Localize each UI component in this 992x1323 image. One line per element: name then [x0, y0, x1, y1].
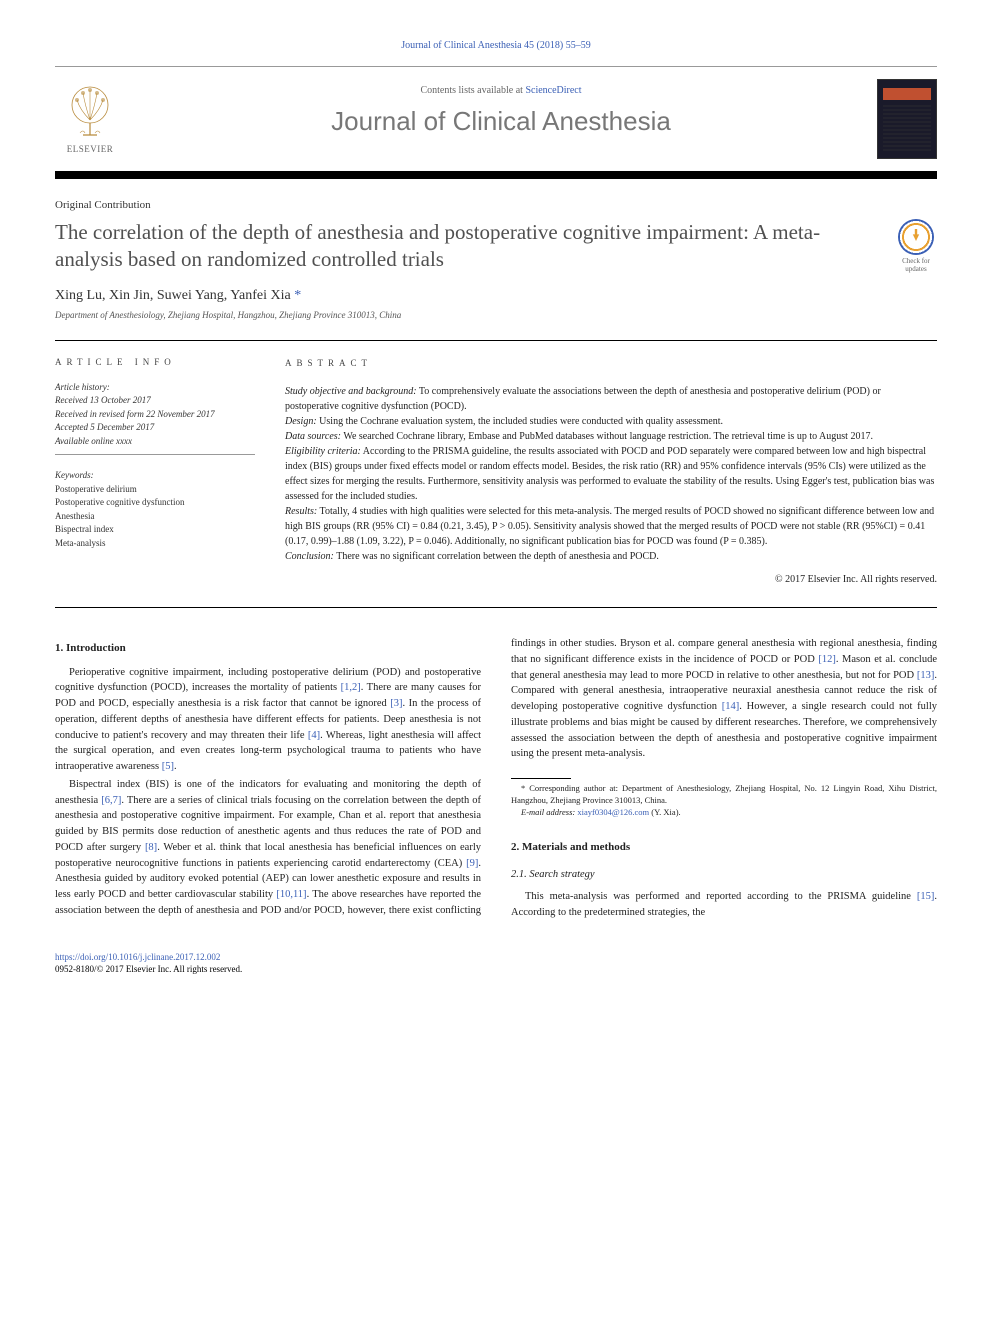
email-suffix: (Y. Xia).: [649, 807, 680, 817]
citation-link[interactable]: [8]: [145, 842, 157, 853]
article-body: 1. Introduction Perioperative cognitive …: [55, 636, 937, 920]
check-updates-badge[interactable]: Check for updates: [895, 219, 937, 274]
crossmark-icon: [898, 219, 934, 255]
intro-heading: 1. Introduction: [55, 640, 481, 657]
publisher-name: ELSEVIER: [55, 144, 125, 154]
affiliation: Department of Anesthesiology, Zhejiang H…: [55, 310, 937, 320]
elsevier-tree-icon: [65, 85, 115, 140]
running-citation: Journal of Clinical Anesthesia 45 (2018)…: [55, 40, 937, 51]
history-received: Received 13 October 2017: [55, 394, 255, 408]
check-updates-label: Check for updates: [902, 257, 930, 273]
article-title: The correlation of the depth of anesthes…: [55, 219, 875, 274]
keywords-label: Keywords:: [55, 469, 255, 483]
sciencedirect-link[interactable]: ScienceDirect: [525, 85, 581, 96]
keyword: Bispectral index: [55, 523, 255, 537]
abstract-section-label: Design:: [285, 416, 317, 427]
doi-link[interactable]: https://doi.org/10.1016/j.jclinane.2017.…: [55, 951, 937, 964]
article-history-block: Article history: Received 13 October 201…: [55, 381, 255, 456]
abstract-section-label: Data sources:: [285, 431, 341, 442]
footnote-rule: [511, 778, 571, 779]
abstract-section-label: Eligibility criteria:: [285, 446, 361, 457]
keywords-block: Keywords: Postoperative delirium Postope…: [55, 469, 255, 550]
abstract-section-label: Results:: [285, 506, 317, 517]
email-footnote: E-mail address: xiayf0304@126.com (Y. Xi…: [511, 807, 937, 819]
author-email-link[interactable]: xiayf0304@126.com: [577, 807, 649, 817]
masthead: ELSEVIER Contents lists available at Sci…: [55, 66, 937, 171]
methods-heading: 2. Materials and methods: [511, 839, 937, 856]
email-label: E-mail address:: [521, 807, 577, 817]
contents-prefix: Contents lists available at: [420, 85, 525, 96]
citation-link[interactable]: [10,11]: [276, 889, 306, 900]
issn-copyright: 0952-8180/© 2017 Elsevier Inc. All right…: [55, 963, 937, 976]
keyword: Postoperative cognitive dysfunction: [55, 496, 255, 510]
citation-link[interactable]: [14]: [722, 701, 740, 712]
citation-link[interactable]: [1,2]: [341, 682, 361, 693]
keyword: Meta-analysis: [55, 537, 255, 551]
abstract-section-text: According to the PRISMA guideline, the r…: [285, 446, 934, 502]
abstract-column: ABSTRACT Study objective and background:…: [285, 341, 937, 608]
publisher-logo: ELSEVIER: [55, 85, 125, 154]
citation-link[interactable]: [9]: [466, 858, 478, 869]
history-revised: Received in revised form 22 November 201…: [55, 408, 255, 422]
citation-link[interactable]: [15]: [917, 891, 935, 902]
contents-available-line: Contents lists available at ScienceDirec…: [145, 85, 857, 96]
article-info-column: ARTICLE INFO Article history: Received 1…: [55, 341, 255, 608]
history-accepted: Accepted 5 December 2017: [55, 421, 255, 435]
abstract-copyright: © 2017 Elsevier Inc. All rights reserved…: [285, 572, 937, 587]
abstract-heading: ABSTRACT: [285, 357, 937, 371]
citation-link[interactable]: [5]: [162, 761, 174, 772]
abstract-section-label: Study objective and background:: [285, 386, 417, 397]
article-info-heading: ARTICLE INFO: [55, 357, 255, 367]
abstract-section-text: Totally, 4 studies with high qualities w…: [285, 506, 934, 547]
author-names: Xing Lu, Xin Jin, Suwei Yang, Yanfei Xia: [55, 288, 294, 303]
article-type: Original Contribution: [55, 199, 937, 211]
page-footer: https://doi.org/10.1016/j.jclinane.2017.…: [55, 951, 937, 976]
citation-link[interactable]: [3]: [390, 698, 402, 709]
abstract-section-text: There was no significant correlation bet…: [334, 551, 659, 562]
divider-bar: [55, 171, 937, 179]
footnote-block: * Corresponding author at: Department of…: [511, 778, 937, 819]
journal-name: Journal of Clinical Anesthesia: [145, 106, 857, 137]
corresponding-author-mark: *: [294, 288, 301, 303]
citation-link[interactable]: [6,7]: [101, 795, 121, 806]
keyword: Postoperative delirium: [55, 483, 255, 497]
citation-link[interactable]: [4]: [308, 730, 320, 741]
keyword: Anesthesia: [55, 510, 255, 524]
citation-link[interactable]: [13]: [917, 670, 935, 681]
history-online: Available online xxxx: [55, 435, 255, 449]
corresponding-author-footnote: * Corresponding author at: Department of…: [511, 783, 937, 807]
search-strategy-heading: 2.1. Search strategy: [511, 867, 937, 883]
abstract-section-label: Conclusion:: [285, 551, 334, 562]
intro-paragraph-1: Perioperative cognitive impairment, incl…: [55, 665, 481, 775]
citation-link[interactable]: [12]: [818, 654, 836, 665]
abstract-section-text: We searched Cochrane library, Embase and…: [341, 431, 873, 442]
abstract-body: Study objective and background: To compr…: [285, 384, 937, 564]
author-list: Xing Lu, Xin Jin, Suwei Yang, Yanfei Xia…: [55, 288, 937, 304]
abstract-section-text: Using the Cochrane evaluation system, th…: [317, 416, 723, 427]
search-strategy-paragraph: This meta-analysis was performed and rep…: [511, 889, 937, 921]
history-label: Article history:: [55, 381, 255, 395]
journal-cover-thumbnail: [877, 79, 937, 159]
